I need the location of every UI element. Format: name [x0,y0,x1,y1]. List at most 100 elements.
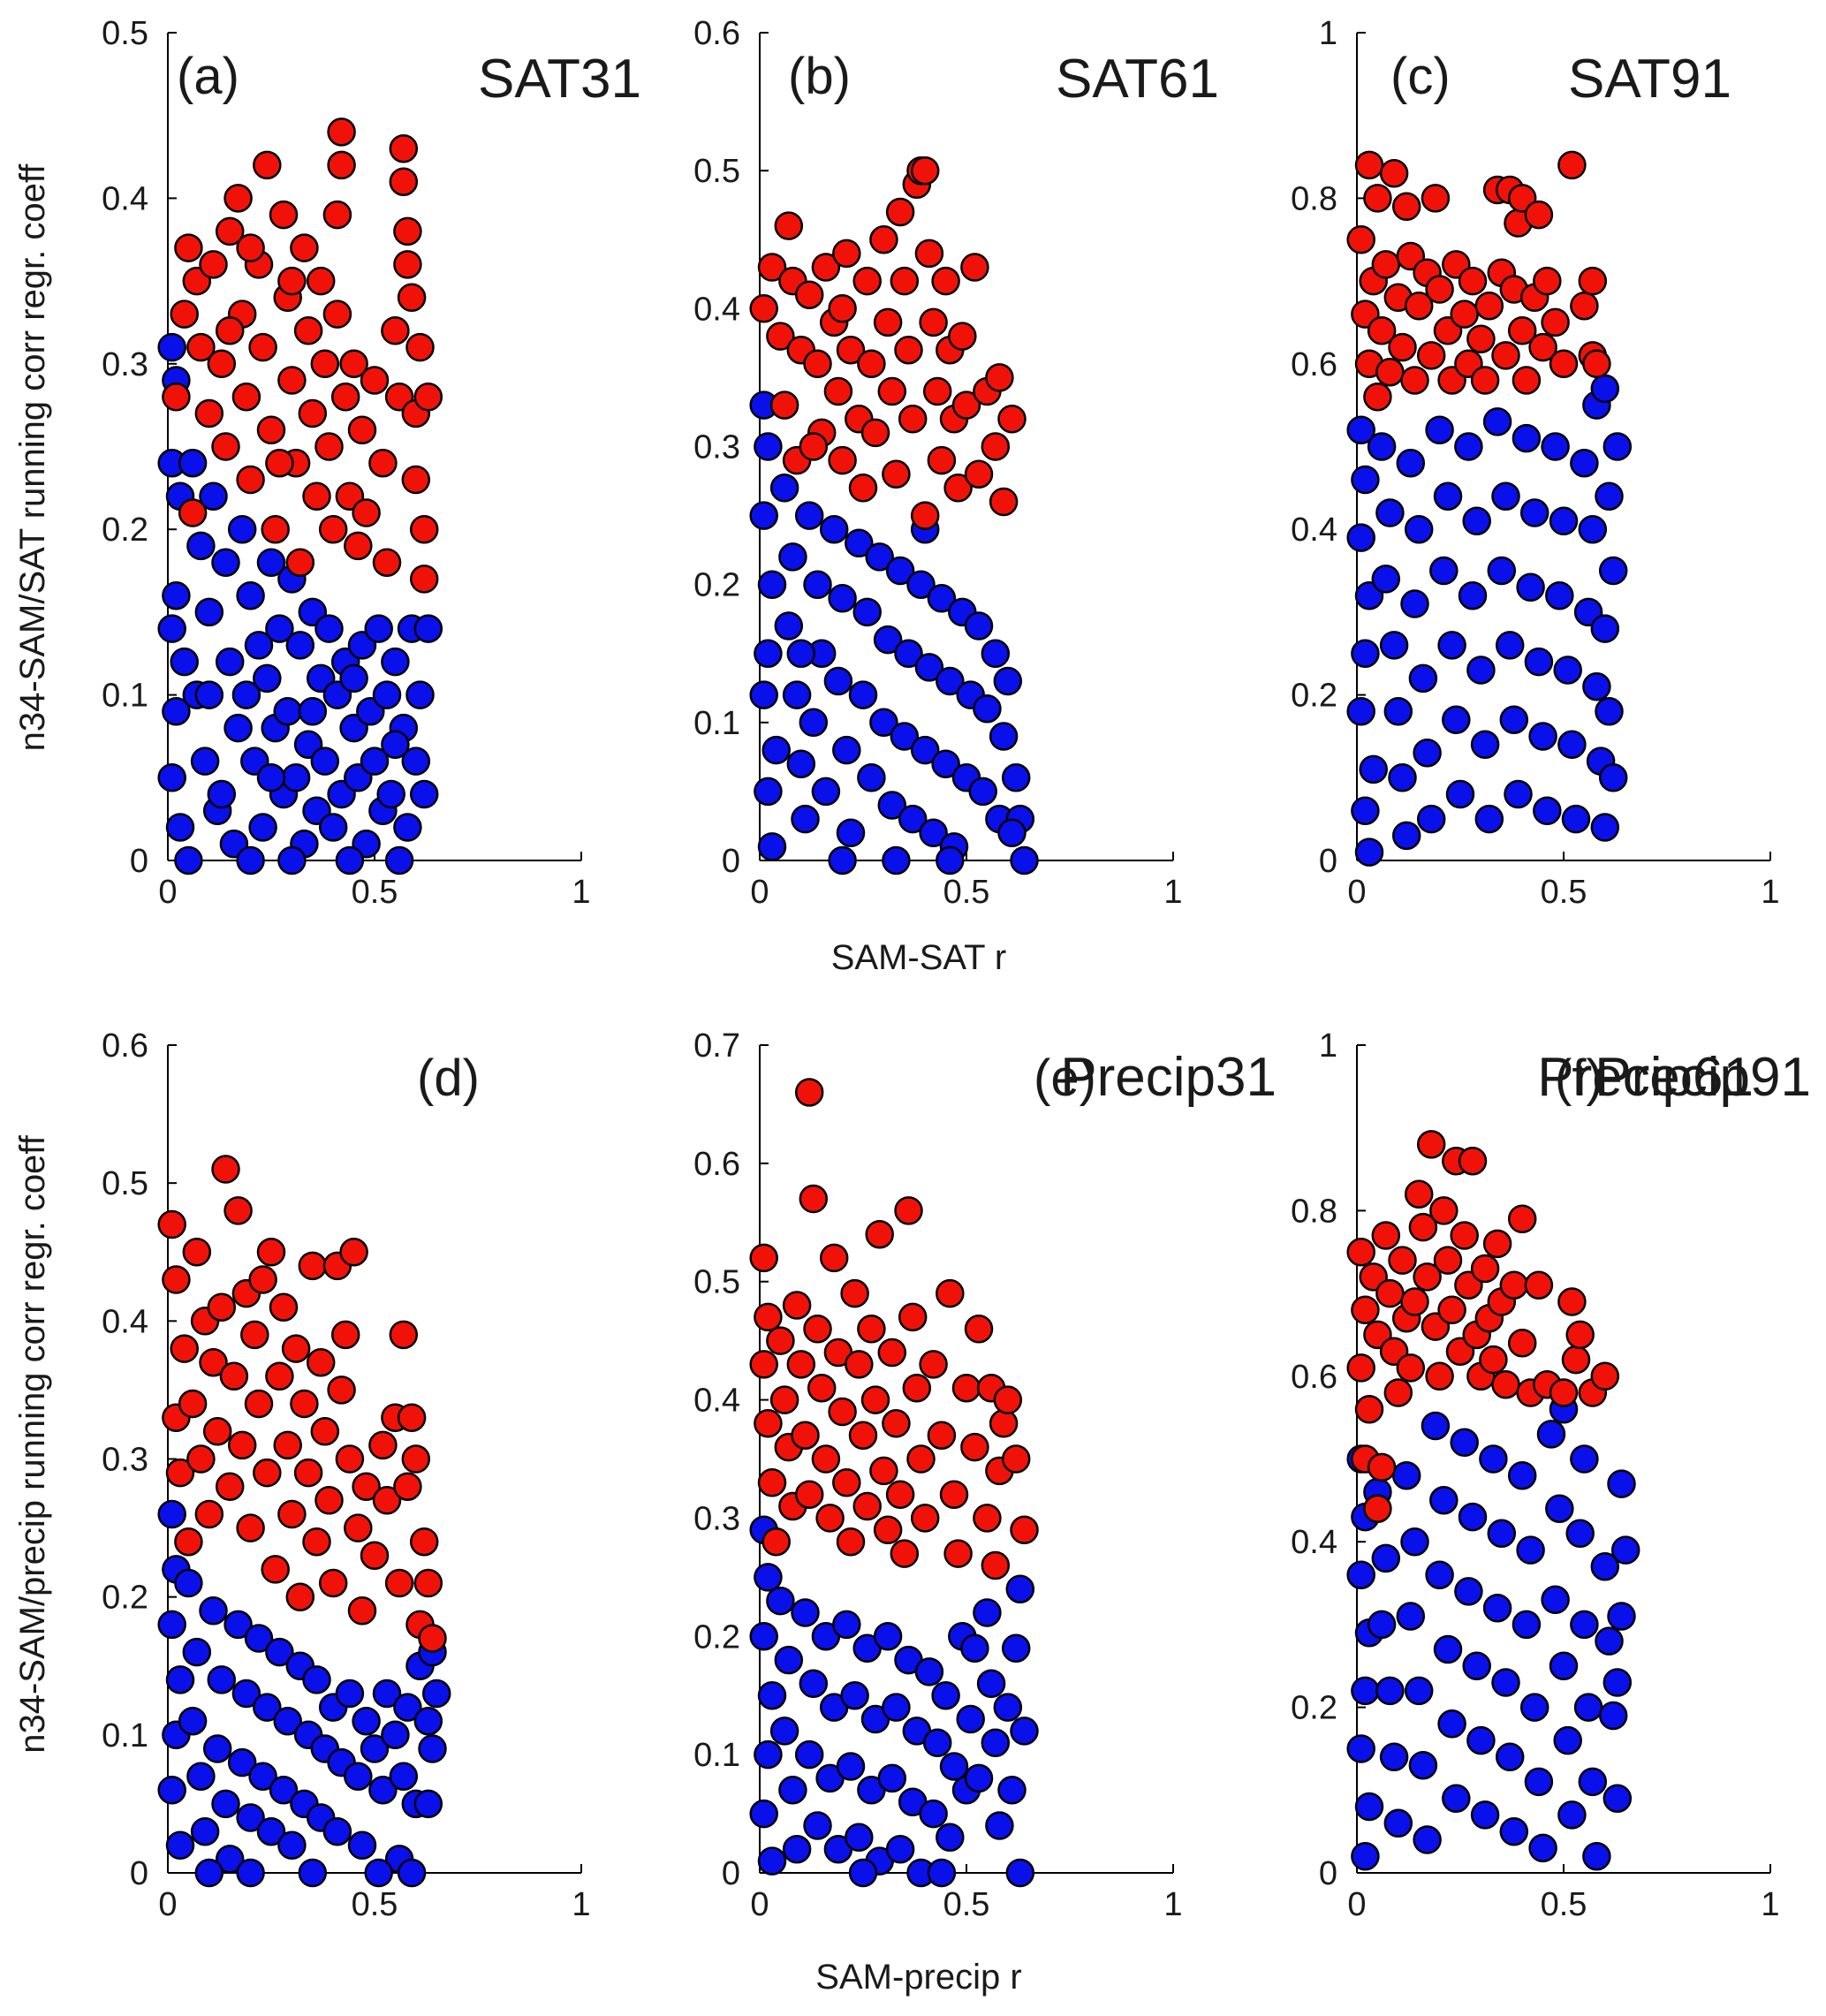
data-point-blue [1359,754,1388,784]
data-point-red [1421,184,1451,213]
data-point-red [290,233,319,262]
data-point-red [306,266,336,296]
data-point-red [1363,184,1392,213]
data-point-red [389,167,419,196]
data-point-blue [165,1830,195,1861]
data-point-red [330,1320,360,1350]
data-point-red [224,1196,253,1225]
data-point-red [1565,1320,1595,1350]
data-point-blue [823,666,853,696]
data-point-blue [352,1706,381,1736]
data-point-blue [1519,1693,1549,1722]
data-point-blue [1491,481,1520,511]
y-tick-label: 0.2 [102,1580,148,1617]
data-point-red [885,197,915,227]
data-point-blue [869,708,898,738]
data-point-red [828,294,857,323]
data-point-blue [1425,415,1454,445]
data-point-blue [1470,1800,1500,1830]
y-tick-label: 0.4 [693,1383,740,1420]
data-point-red [285,1582,315,1611]
data-point-blue [1557,1800,1587,1830]
data-point-blue [227,514,257,544]
y-tick-label: 0 [1319,1855,1337,1892]
data-point-blue [190,1816,220,1846]
data-point-red [782,1291,812,1320]
data-point-blue [1351,796,1380,826]
data-point-red [769,390,799,420]
data-point-red [215,216,245,246]
data-point-red [401,465,431,495]
data-point-blue [190,747,220,776]
data-point-blue [1421,1411,1451,1441]
data-point-red [794,1078,824,1107]
x-tick-label: 0.5 [352,1886,398,1923]
data-point-blue [409,779,439,809]
data-point-blue [298,1858,328,1888]
data-point-red [339,349,368,379]
data-point-blue [1005,1858,1035,1888]
data-point-blue [791,1598,820,1627]
data-point-red [1437,1295,1466,1325]
data-point-blue [405,680,435,709]
data-point-red [240,1320,269,1350]
data-point-red [857,349,886,379]
data-point-blue [939,1752,969,1781]
data-point-blue [964,611,994,640]
data-point-blue [894,639,923,669]
data-point-blue [256,763,286,792]
y-tick-label: 0.2 [102,512,148,549]
data-point-blue [1354,1792,1384,1822]
data-point-blue [786,639,816,669]
data-point-red [1578,266,1608,296]
data-point-blue [1578,514,1608,544]
data-point-red [873,1515,903,1545]
data-point-blue [782,680,812,709]
data-point-blue [368,1776,398,1805]
data-point-red [819,1243,849,1273]
data-point-blue [1598,556,1628,586]
x-tick-label: 0 [1347,1886,1366,1923]
data-point-blue [1516,1535,1545,1565]
data-point-red [368,1430,398,1460]
data-point-red [1466,324,1496,353]
data-point-blue [174,845,203,875]
data-point-blue [372,680,402,709]
data-point-red [360,1541,390,1571]
data-point-blue [401,747,431,776]
data-point-blue [857,763,886,792]
data-point-red [757,1468,787,1497]
y-tick-label: 0.8 [1291,1193,1337,1230]
data-point-blue [845,528,874,558]
data-point-blue [1388,763,1417,792]
data-point-blue [1351,639,1380,669]
data-point-blue [981,639,1011,669]
data-point-red [277,266,307,296]
data-point-blue [749,680,778,709]
data-point-blue [248,1762,277,1791]
data-point-red [327,150,356,180]
data-point-blue [1602,1784,1633,1813]
panel-title: SAT31 [478,49,641,110]
series-lower [1346,374,1633,867]
data-point-red [256,1238,286,1267]
data-point-red [397,283,427,313]
data-point-blue [1610,1535,1640,1565]
data-point-red [293,1458,323,1488]
data-point-blue [1561,804,1591,834]
data-point-blue [211,548,240,577]
data-point-blue [836,1752,866,1781]
data-point-red [832,1468,861,1497]
data-point-red [869,1456,898,1486]
data-point-red [405,332,435,362]
data-point-blue [794,501,824,530]
data-point-blue [1590,813,1620,842]
data-point-blue [1582,671,1611,701]
data-point-red [1450,299,1479,329]
data-point-red [973,1504,1002,1533]
data-point-blue [157,1776,186,1805]
data-point-red [852,266,882,296]
data-point-red [186,1444,216,1474]
data-point-blue [1379,1742,1409,1772]
data-point-blue [890,722,920,751]
